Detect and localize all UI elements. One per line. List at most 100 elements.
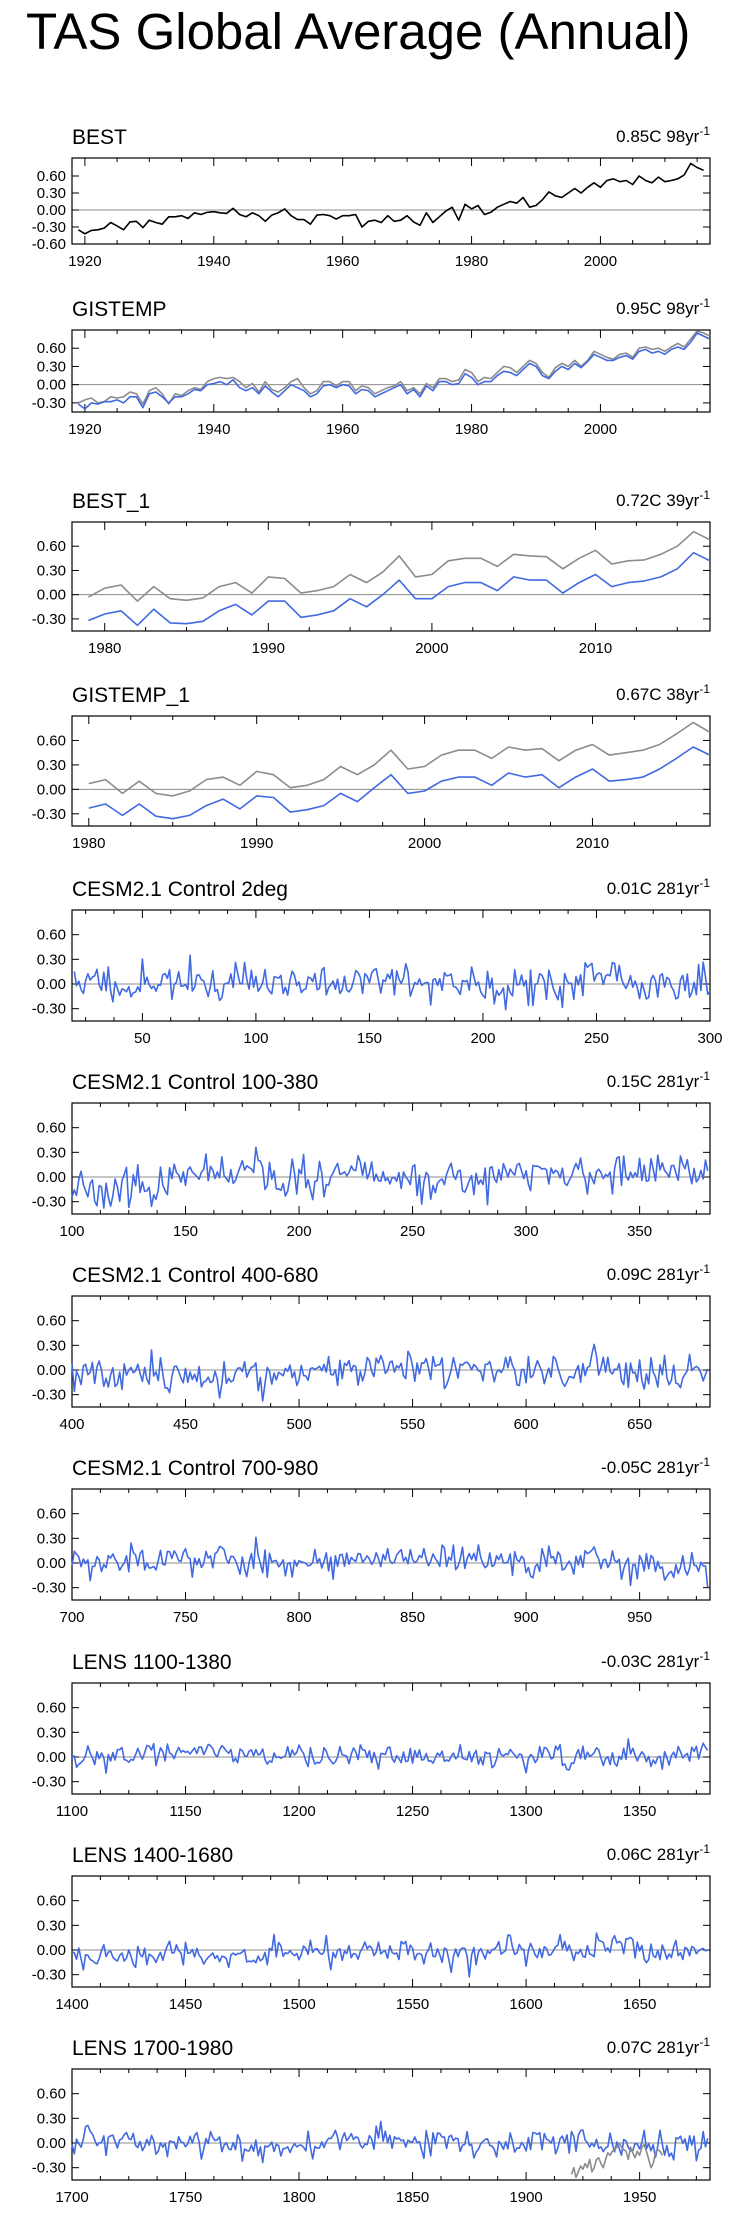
plot-frame: [71, 2068, 711, 2181]
chart-panel: BEST_1 0.72C 39yr-1 0.60 0.30 0.00 -0.30 1980 1…: [32, 488, 711, 657]
y-tick-label: 0.30: [37, 1144, 66, 1161]
y-tick-label: 0.00: [37, 2135, 66, 2152]
series-line-lens-1100-1380: [71, 1738, 709, 1774]
x-tick-label: 1550: [396, 1996, 429, 2013]
chart-title: CESM2.1 Control 2deg: [72, 878, 288, 901]
y-tick-label: 0.00: [37, 202, 66, 219]
x-tick-label: 850: [400, 1609, 425, 1626]
chart-title: LENS 1700-1980: [72, 2037, 233, 2060]
x-tick-label: 300: [697, 1030, 722, 1047]
chart-panel: CESM2.1 Control 400-680 0.09C 281yr-1 0.60…: [32, 1262, 711, 1433]
x-tick-label: 1950: [623, 2189, 656, 2206]
x-tick-label: 100: [59, 1223, 84, 1240]
trend-label: 0.09C 281yr-1: [607, 1262, 711, 1284]
chart-panel: LENS 1400-1680 0.06C 281yr-1 0.60 0.30 0.00 -…: [32, 1842, 711, 2013]
series-line-ctrl-100-380: [71, 1146, 709, 1209]
x-tick-label: 1450: [169, 1996, 202, 2013]
series-line-gistemp-1-obs: [88, 721, 711, 797]
plot-frame: [71, 521, 711, 632]
y-tick-label: -0.30: [32, 395, 66, 412]
series-line-gistemp-obs: [78, 330, 711, 405]
chart-panel: GISTEMP 0.95C 98yr-1 0.600.30 0.00-0.301920…: [32, 296, 711, 438]
y-tick-label: 0.60: [37, 927, 66, 944]
chart-title: GISTEMP: [72, 298, 167, 321]
x-tick-label: 250: [584, 1030, 609, 1047]
chart-panel: CESM2.1 Control 700-980 -0.05C 281yr-1 0.6…: [32, 1455, 711, 1626]
chart-title: BEST_1: [72, 490, 150, 513]
y-tick-label: 0.60: [37, 538, 66, 555]
x-tick-label: 900: [514, 1609, 539, 1626]
series-line-ctrl-2deg: [73, 954, 711, 1011]
chart-panel: GISTEMP_1 0.67C 38yr-1 0.60 0.30 0.00 -0.30 19…: [32, 682, 711, 852]
y-tick-label: 0.60: [37, 1313, 66, 1330]
x-tick-label: 2000: [584, 421, 617, 438]
chart-panel: BEST 0.85C 98yr-1 0.600.300.00-0.30-0.60 19…: [32, 124, 711, 270]
series-line-best-1-obs: [88, 530, 711, 602]
x-tick-label: 950: [627, 1609, 652, 1626]
chart-panel: LENS 1700-1980 0.07C 281yr-1 0.60 0.30 0.00 -…: [32, 2035, 711, 2206]
y-tick-label: 0.30: [37, 185, 66, 202]
series-line-gistemp-1-ensemble: [88, 746, 711, 820]
y-tick-label: -0.30: [32, 1001, 66, 1018]
trend-label: 0.01C 281yr-1: [607, 876, 711, 898]
x-tick-label: 2000: [415, 640, 448, 657]
x-tick-label: 550: [400, 1416, 425, 1433]
chart-title: GISTEMP_1: [72, 684, 190, 707]
x-tick-label: 2000: [408, 835, 441, 852]
trend-label: 0.95C 98yr-1: [616, 296, 710, 318]
x-tick-label: 1960: [326, 253, 359, 270]
trend-label: -0.05C 281yr-1: [601, 1455, 710, 1477]
y-tick-label: 0.00: [37, 1749, 66, 1766]
x-tick-label: 1200: [282, 1803, 315, 1820]
series-line-lens-1700-1980: [71, 2120, 709, 2164]
chart-title: CESM2.1 Control 400-680: [72, 1264, 318, 1287]
y-tick-label: 0.60: [37, 340, 66, 357]
x-tick-label: 1500: [282, 1996, 315, 2013]
trend-label: 0.85C 98yr-1: [616, 124, 710, 146]
x-tick-label: 1750: [169, 2189, 202, 2206]
x-tick-label: 2000: [584, 253, 617, 270]
series-line-gistemp-ensemble: [77, 332, 711, 410]
y-tick-label: -0.30: [32, 219, 66, 236]
y-tick-label: 0.60: [37, 732, 66, 749]
series-line-lens-1400-1680: [71, 1932, 708, 1978]
y-tick-label: -0.30: [32, 611, 66, 628]
x-tick-label: 1940: [197, 421, 230, 438]
x-tick-label: 150: [357, 1030, 382, 1047]
chart-title: CESM2.1 Control 700-980: [72, 1457, 318, 1480]
plot-frame: [71, 329, 711, 413]
y-tick-label: 0.30: [37, 1530, 66, 1547]
plot-frame: [71, 715, 711, 827]
chart-title: BEST: [72, 126, 127, 149]
x-tick-label: 1850: [396, 2189, 429, 2206]
x-tick-label: 1920: [68, 421, 101, 438]
x-tick-label: 1800: [282, 2189, 315, 2206]
series-line-ctrl-400-680: [71, 1343, 709, 1402]
trend-label: 0.06C 281yr-1: [607, 1842, 711, 1864]
y-tick-label: 0.00: [37, 781, 66, 798]
y-tick-label: -0.60: [32, 236, 66, 253]
y-tick-label: 0.60: [37, 168, 66, 185]
series-line-best-1-ensemble: [88, 551, 711, 627]
y-tick-label: 0.00: [37, 587, 66, 604]
y-tick-label: 0.30: [37, 358, 66, 375]
series-line-ctrl-700-980: [71, 1536, 709, 1588]
x-tick-label: 50: [134, 1030, 151, 1047]
main-title: TAS Global Average (Annual): [26, 3, 691, 60]
chart-title: LENS 1400-1680: [72, 1844, 233, 1867]
x-tick-label: 2010: [576, 835, 609, 852]
x-tick-label: 1990: [252, 640, 285, 657]
x-tick-label: 450: [173, 1416, 198, 1433]
x-tick-label: 2010: [579, 640, 612, 657]
y-tick-label: 0.30: [37, 2110, 66, 2127]
trend-label: 0.07C 281yr-1: [607, 2035, 711, 2057]
chart-title: CESM2.1 Control 100-380: [72, 1071, 318, 1094]
x-tick-label: 250: [400, 1223, 425, 1240]
chart-panel: CESM2.1 Control 2deg 0.01C 281yr-1 0.60 0.3…: [32, 876, 723, 1047]
x-tick-label: 1980: [88, 640, 121, 657]
y-tick-label: 0.00: [37, 1555, 66, 1572]
x-tick-label: 800: [287, 1609, 312, 1626]
y-tick-label: 0.60: [37, 2086, 66, 2103]
x-tick-label: 1400: [55, 1996, 88, 2013]
x-tick-label: 1980: [72, 835, 105, 852]
